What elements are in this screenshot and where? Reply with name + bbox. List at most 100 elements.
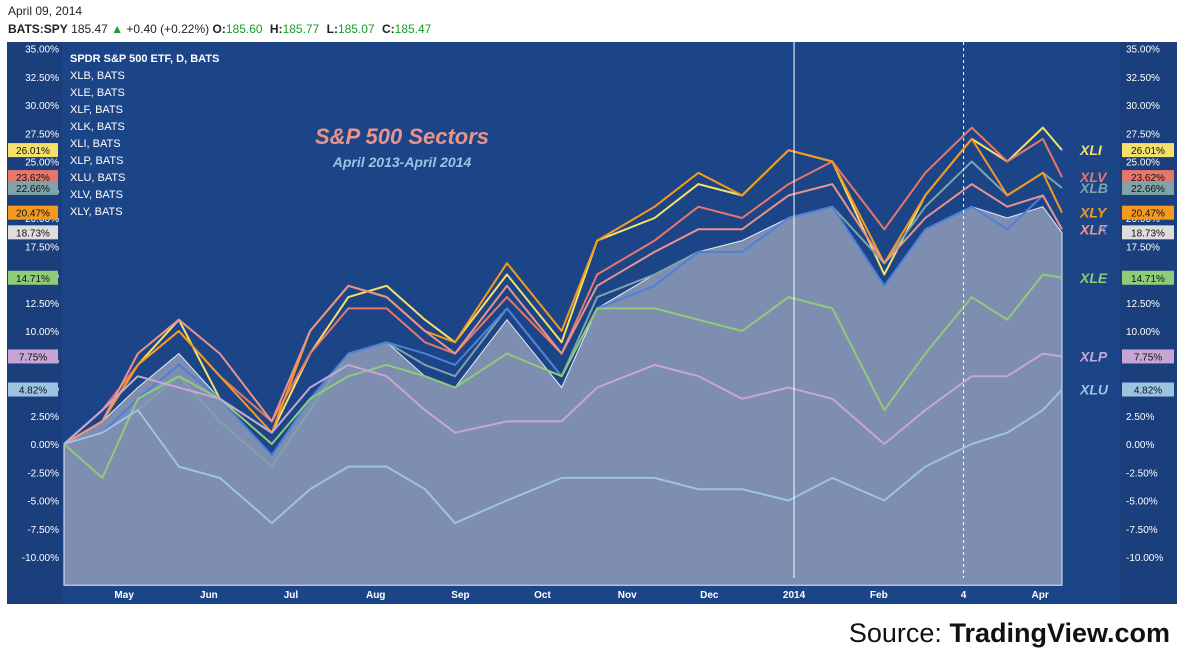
badge-text: 23.62% <box>16 173 50 184</box>
x-tick-label: Oct <box>534 590 551 601</box>
last-price: 185.47 <box>71 22 108 36</box>
series-label-xlk: XLK <box>1079 221 1109 237</box>
x-tick-label: 2014 <box>783 590 806 601</box>
price-change: +0.40 (+0.22%) <box>126 22 210 36</box>
y-tick-label-right: 10.00% <box>1126 327 1160 338</box>
series-label-xle: XLE <box>1079 270 1108 286</box>
badge-text: 26.01% <box>16 146 50 157</box>
y-tick-label-left: -2.50% <box>27 468 59 479</box>
value-badge-xlv-left: 23.62% <box>8 170 58 185</box>
legend-main-series: SPDR S&P 500 ETF, D, BATS <box>70 53 219 65</box>
x-tick-label: Apr <box>1032 590 1049 601</box>
series-label-xli: XLI <box>1079 142 1103 158</box>
low-label: L: <box>326 22 338 36</box>
y-tick-label-left: 27.50% <box>25 129 59 140</box>
badge-text: 14.71% <box>1131 274 1165 285</box>
legend-item: XLI, BATS <box>70 138 121 150</box>
y-tick-label-right: 2.50% <box>1126 412 1154 423</box>
badge-text: 18.73% <box>16 228 50 239</box>
badge-background <box>8 205 58 220</box>
y-tick-label-left: 0.00% <box>31 440 59 451</box>
x-tick-label: 4 <box>961 590 967 601</box>
chart-subtitle: April 2013-April 2014 <box>332 154 472 170</box>
legend-item: XLU, BATS <box>70 172 125 184</box>
value-badge-xlp-left: 7.75% <box>8 349 58 364</box>
source-brand: TradingView.com <box>949 618 1170 648</box>
badge-background <box>1122 382 1174 397</box>
series-xlp-line <box>63 352 1063 445</box>
series-label-xlf: XLF <box>1079 221 1107 237</box>
y-tick-label-right: -10.00% <box>1126 553 1163 564</box>
close-label: C: <box>381 22 395 36</box>
badge-background <box>1122 170 1174 185</box>
x-tick-label: Feb <box>870 590 888 601</box>
value-badge-xlu-left: 4.82% <box>8 382 58 397</box>
value-badge-xlb-left: 22.66% <box>8 180 58 195</box>
left-axis-panel <box>7 42 62 604</box>
legend-item: XLF, BATS <box>70 104 123 116</box>
legend-item: XLK, BATS <box>70 121 125 133</box>
x-tick-label: Dec <box>700 590 719 601</box>
value-badge-xlp-right: 7.75% <box>1122 349 1174 364</box>
y-tick-label-right: -2.50% <box>1126 468 1158 479</box>
series-label-xlp: XLP <box>1079 348 1108 364</box>
x-tick-label: Jun <box>200 590 218 601</box>
y-tick-label-left: 35.00% <box>25 45 59 56</box>
badge-background <box>1122 225 1174 240</box>
y-tick-label-left: 30.00% <box>25 101 59 112</box>
badge-background <box>8 349 58 364</box>
badge-text: 18.73% <box>1131 228 1165 239</box>
value-badge-xlv-right: 23.62% <box>1122 170 1174 185</box>
y-tick-label-left: -5.00% <box>27 497 59 508</box>
badge-text: 22.66% <box>16 184 50 195</box>
chart-title: S&P 500 Sectors <box>315 124 489 149</box>
series-spy-area <box>63 206 1063 586</box>
value-badge-xlb-right: 22.66% <box>1122 180 1174 195</box>
y-tick-label-right: 25.00% <box>1126 158 1160 169</box>
series-label-xlv: XLV <box>1079 169 1108 185</box>
legend-item: XLP, BATS <box>70 155 123 167</box>
y-tick-label-right: 32.50% <box>1126 73 1160 84</box>
badge-text: 14.71% <box>16 274 50 285</box>
legend-item: XLV, BATS <box>70 189 123 201</box>
x-tick-label: Nov <box>618 590 637 601</box>
legend-item: XLY, BATS <box>70 206 123 218</box>
badge-background <box>1122 143 1174 158</box>
y-tick-label-left: -10.00% <box>22 553 59 564</box>
value-badge-xly-right: 20.47% <box>1122 205 1174 220</box>
badge-background <box>8 170 58 185</box>
y-tick-label-left: -7.50% <box>27 525 59 536</box>
source-credit: Source: TradingView.com <box>849 618 1170 649</box>
y-tick-label-right: 30.00% <box>1126 101 1160 112</box>
value-badge-xle-left: 14.71% <box>8 270 58 285</box>
sector-performance-chart[interactable]: 35.00% 35.00% 32.50% 32.50% 30.00% 30.00% 27.5… <box>0 40 1184 608</box>
series-label-xlu: XLU <box>1079 382 1109 398</box>
x-tick-label: Jul <box>284 590 299 601</box>
symbol[interactable]: BATS:SPY <box>8 22 68 36</box>
high-value: 185.77 <box>282 22 320 36</box>
badge-text: 20.47% <box>1131 209 1165 220</box>
badge-background <box>8 270 58 285</box>
value-badge-xlu-right: 4.82% <box>1122 382 1174 397</box>
badge-background <box>1122 349 1174 364</box>
value-badge-xli-left: 26.01% <box>8 143 58 158</box>
badge-text: 22.66% <box>1131 184 1165 195</box>
legend-item: XLE, BATS <box>70 87 125 99</box>
low-value: 185.07 <box>337 22 375 36</box>
badge-text: 20.47% <box>16 209 50 220</box>
value-badge-spy-right: 18.73% <box>1122 225 1174 240</box>
x-tick-label: Aug <box>366 590 385 601</box>
series-xlf-line <box>63 183 1063 445</box>
series-xlu-line <box>63 388 1063 525</box>
badge-text: 26.01% <box>1131 146 1165 157</box>
up-arrow-icon: ▲ <box>111 22 124 36</box>
value-badge-spy-left: 18.73% <box>8 225 58 240</box>
series-label-xly: XLY <box>1079 205 1108 221</box>
open-label: O: <box>212 22 226 36</box>
x-tick-label: Sep <box>451 590 469 601</box>
legend-item: XLB, BATS <box>70 70 125 82</box>
badge-text: 7.75% <box>19 352 47 363</box>
chart-date: April 09, 2014 <box>8 4 83 18</box>
y-tick-label-right: -5.00% <box>1126 497 1158 508</box>
right-axis-panel <box>1120 42 1177 604</box>
